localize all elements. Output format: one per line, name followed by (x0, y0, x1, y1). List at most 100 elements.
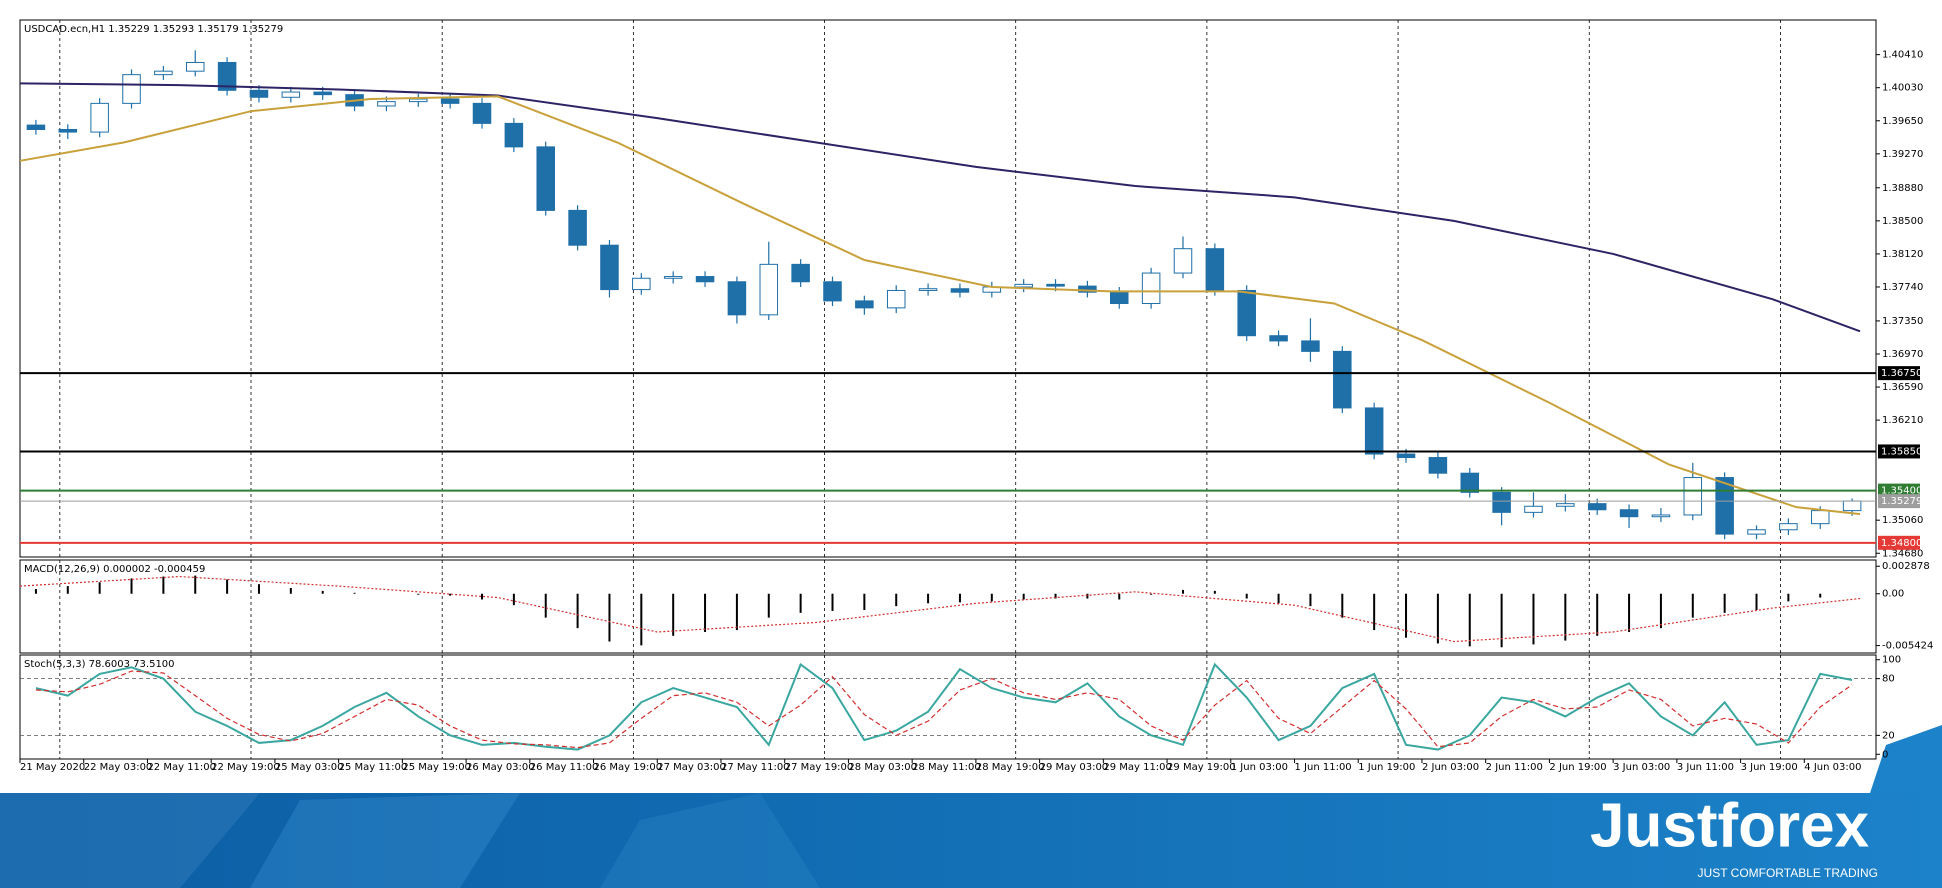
candle-body (1810, 510, 1830, 525)
candle-body (1269, 335, 1288, 342)
brand-tagline: JUST COMFORTABLE TRADING (1698, 866, 1878, 880)
candle-body (1460, 472, 1480, 493)
x-tick-label: 22 May 11:00 (147, 762, 216, 773)
x-tick-label: 1 Jun 11:00 (1295, 762, 1352, 773)
x-tick-label: 28 May 03:00 (848, 762, 917, 773)
candle-body (90, 102, 109, 133)
price-level-label: 1.35279 (1881, 496, 1922, 507)
candle-body (1333, 350, 1352, 409)
candle-body (1651, 514, 1671, 518)
candle-body (249, 89, 269, 98)
panel-title: USDCAD.ecn,H1 1.35229 1.35293 1.35179 1.… (24, 24, 283, 35)
x-tick-label: 29 May 19:00 (1167, 762, 1236, 773)
y-tick-label: 1.40030 (1882, 83, 1923, 94)
candle-body (409, 98, 428, 103)
candle-body (1683, 477, 1703, 516)
y-tick-label: 1.36970 (1882, 349, 1923, 360)
banner-shape (250, 793, 520, 888)
price-level-box (1878, 366, 1920, 381)
y-tick-label: 1.37350 (1882, 316, 1923, 327)
y-tick-label: 1.39270 (1882, 149, 1923, 160)
y-tick-label: 1.35060 (1882, 515, 1923, 526)
y-tick-label: 1.34680 (1882, 548, 1923, 559)
x-tick-label: 26 May 19:00 (594, 762, 663, 773)
candle-body (695, 276, 715, 283)
x-tick-label: 3 Jun 19:00 (1741, 762, 1798, 773)
panel (19, 19, 1877, 558)
y-tick-label: 1.40410 (1882, 50, 1923, 61)
candle-body (568, 209, 587, 246)
y-tick-label: 80 (1882, 674, 1895, 685)
y-tick-label: 0.002878 (1882, 561, 1930, 572)
x-tick-label: 22 May 03:00 (84, 762, 153, 773)
panel (19, 654, 1877, 760)
x-tick-label: 25 May 19:00 (402, 762, 471, 773)
y-tick-label: 1.38120 (1882, 249, 1923, 260)
banner-shape (0, 793, 260, 888)
x-tick-label: 29 May 11:00 (1103, 762, 1172, 773)
price-level-label: 1.34800 (1881, 538, 1922, 549)
candle-body (759, 263, 779, 316)
candle-body (1779, 523, 1798, 531)
candle-body (1205, 248, 1225, 291)
y-tick-label: 1.36210 (1882, 415, 1923, 426)
indicator-line (35, 662, 1853, 751)
candle-body (1524, 505, 1543, 513)
candle-body (536, 146, 555, 211)
x-tick-label: 2 Jun 19:00 (1549, 762, 1606, 773)
candle-body (1301, 340, 1320, 352)
price-level-label: 1.35400 (1881, 486, 1922, 497)
candle-body (632, 277, 651, 291)
candle-body (823, 281, 842, 302)
y-tick-label: 100 (1882, 655, 1901, 666)
x-tick-label: 3 Jun 03:00 (1613, 762, 1670, 773)
banner-shape (600, 793, 820, 888)
candle-body (504, 122, 524, 148)
candle-body (1237, 289, 1256, 337)
x-tick-label: 2 Jun 11:00 (1486, 762, 1543, 773)
candle-body (281, 91, 301, 98)
candle-body (1428, 457, 1448, 474)
x-tick-label: 26 May 03:00 (466, 762, 535, 773)
x-tick-label: 22 May 19:00 (211, 762, 280, 773)
candle-body (1556, 503, 1575, 507)
candle-body (217, 61, 237, 91)
candle-body (663, 276, 683, 279)
y-tick-label: 0 (1882, 749, 1888, 760)
indicator-line (19, 575, 1861, 643)
price-level-box (1878, 483, 1920, 498)
candle-body (154, 70, 173, 76)
x-tick-label: 29 May 03:00 (1040, 762, 1109, 773)
candle-body (1492, 491, 1511, 513)
y-tick-label: 20 (1882, 730, 1895, 741)
candle-body (185, 61, 205, 72)
x-tick-label: 4 Jun 03:00 (1804, 762, 1861, 773)
candle-body (1747, 529, 1766, 535)
candle-body (313, 91, 332, 96)
brand-name: Justforex (1590, 791, 1870, 860)
x-tick-label: 2 Jun 03:00 (1422, 762, 1479, 773)
candle-body (472, 102, 492, 124)
panel-title: MACD(12,26,9) 0.000002 -0.000459 (24, 564, 205, 575)
y-tick-label: 1.39650 (1882, 116, 1923, 127)
candle-body (1141, 272, 1161, 305)
candle-body (58, 128, 78, 133)
price-level-box (1878, 535, 1920, 550)
candle-body (1396, 453, 1416, 459)
indicator-line (19, 82, 1861, 333)
candle-body (1109, 291, 1129, 305)
indicator-line (19, 95, 1861, 516)
banner: Justforex JUST COMFORTABLE TRADING (0, 725, 1942, 888)
x-tick-label: 1 Jun 03:00 (1231, 762, 1288, 773)
y-tick-label: -0.005424 (1882, 641, 1933, 652)
x-tick-label: 27 May 11:00 (721, 762, 790, 773)
y-tick-label: 1.37740 (1882, 282, 1923, 293)
candle-body (950, 288, 970, 293)
x-tick-label: 27 May 19:00 (785, 762, 854, 773)
candle-body (727, 281, 747, 316)
x-tick-label: 1 Jun 19:00 (1358, 762, 1415, 773)
x-tick-label: 27 May 03:00 (657, 762, 726, 773)
x-tick-label: 25 May 11:00 (339, 762, 408, 773)
x-tick-label: 25 May 03:00 (275, 762, 344, 773)
